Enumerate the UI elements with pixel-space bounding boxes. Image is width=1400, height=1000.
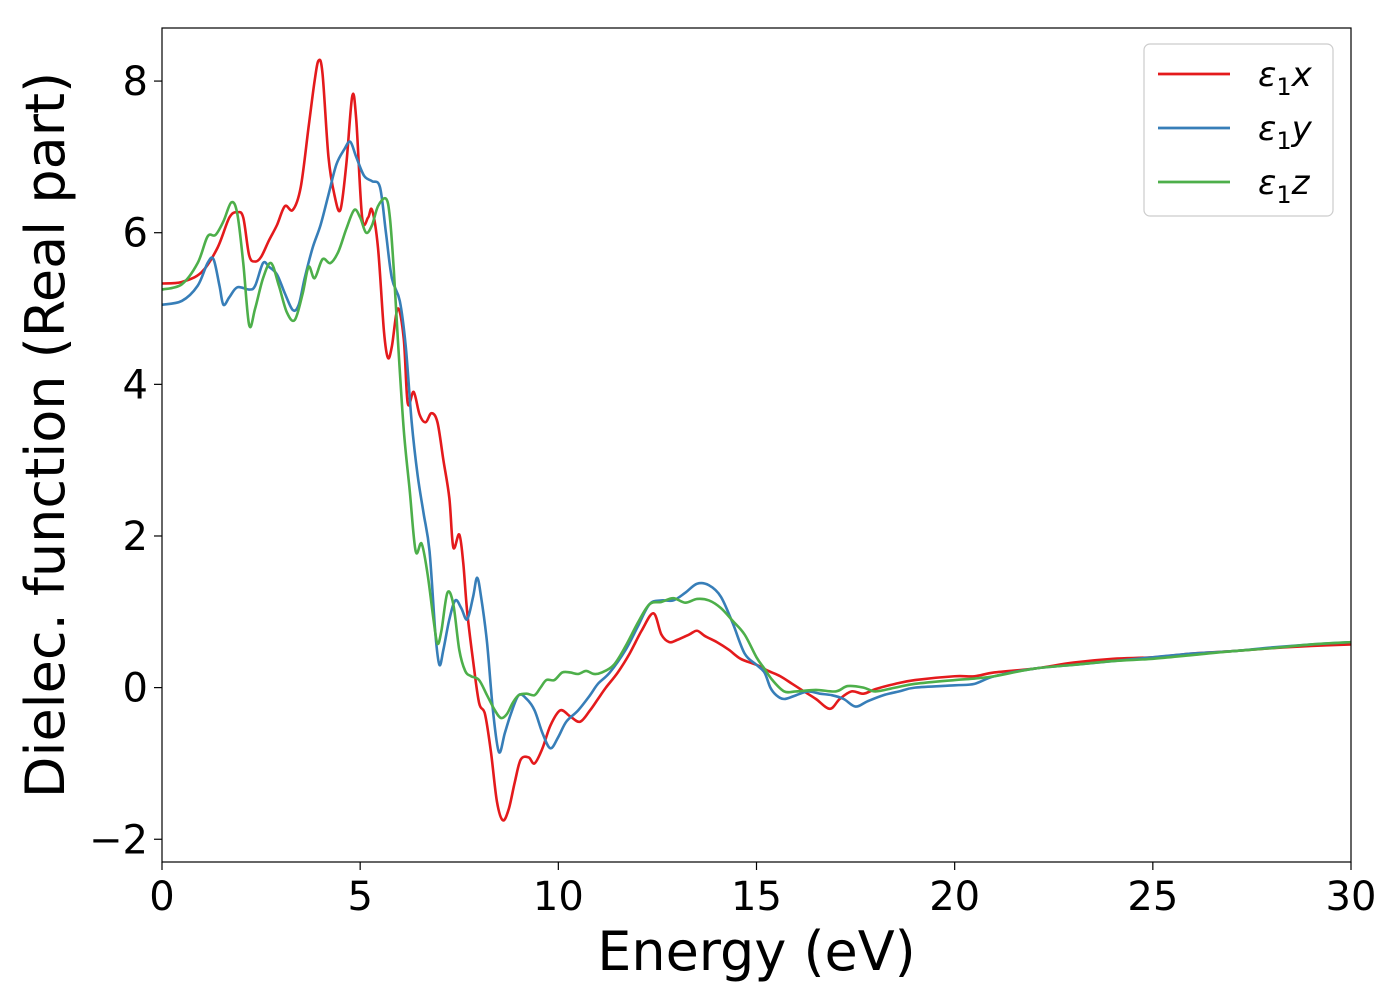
legend-label-tail: z [1291, 163, 1311, 203]
series-line-y [162, 140, 1351, 754]
x-tick-label: 20 [929, 874, 980, 920]
series-line-x [162, 58, 1351, 822]
legend-label-sub: 1 [1276, 127, 1291, 155]
y-tick-label: −2 [89, 817, 148, 863]
legend-label-sub: 1 [1276, 73, 1291, 101]
legend-entry-label: ε1z [1258, 163, 1311, 209]
legend-label-tail: y [1291, 109, 1313, 149]
legend-label-main: ε [1258, 163, 1276, 203]
legend-label-main: ε [1258, 109, 1276, 149]
legend-label-main: ε [1258, 55, 1276, 95]
series-line-z [162, 196, 1351, 720]
legend-label-tail: x [1291, 55, 1313, 95]
legend-entry-label: ε1x [1258, 55, 1313, 101]
legend-label-sub: 1 [1276, 181, 1291, 209]
legend-box [1143, 43, 1334, 217]
legend-entry-label: ε1y [1258, 109, 1313, 155]
y-tick-label: 6 [123, 211, 148, 257]
x-tick-label: 25 [1127, 874, 1178, 920]
y-tick-label: 2 [123, 514, 148, 560]
x-tick-label: 5 [347, 874, 372, 920]
x-tick-label: 0 [149, 874, 174, 920]
x-axis-label: Energy (eV) [597, 920, 916, 983]
y-axis-ticks: −2 0 2 4 6 8 [89, 59, 162, 863]
y-tick-label: 0 [123, 666, 148, 712]
y-tick-label: 4 [123, 362, 148, 408]
series-lines [162, 58, 1351, 822]
x-tick-label: 10 [533, 874, 584, 920]
x-tick-label: 30 [1326, 874, 1377, 920]
x-axis-ticks: 0 5 10 15 20 25 30 [149, 862, 1376, 920]
x-tick-label: 15 [731, 874, 782, 920]
y-axis-label: Dielec. function (Real part) [14, 72, 77, 798]
y-tick-label: 8 [123, 59, 148, 105]
